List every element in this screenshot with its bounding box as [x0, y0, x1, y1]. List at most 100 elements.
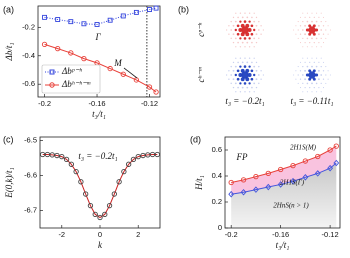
lattice-site: [304, 78, 307, 81]
lattice-site: [235, 91, 237, 93]
lattice-site: [312, 77, 316, 81]
panel-tag: (a): [3, 4, 14, 14]
lattice-site: [302, 37, 304, 40]
lattice-site: [327, 25, 329, 27]
lattice-site: [308, 32, 312, 36]
lattice-site: [329, 74, 331, 76]
lattice-site: [230, 74, 233, 76]
lattice-site: [302, 65, 304, 68]
lattice-site: [295, 70, 297, 72]
marker: [290, 162, 296, 169]
lattice-site: [315, 65, 318, 68]
lattice-site: [322, 16, 325, 18]
lattice-site: [247, 28, 252, 32]
lattice-site: [304, 69, 307, 72]
lattice-site: [322, 70, 325, 72]
marker: [55, 17, 61, 22]
lattice-site: [234, 37, 237, 40]
lattice-site: [245, 32, 250, 37]
lattice-site: [299, 42, 302, 44]
lattice-site: [299, 87, 302, 89]
lattice-site: [297, 21, 299, 23]
lattice-site: [244, 12, 246, 14]
y-tick-label: -6.7: [24, 205, 37, 214]
marker: [228, 179, 234, 186]
marker: [146, 84, 153, 90]
lattice-site: [260, 78, 262, 80]
lattice-site: [232, 24, 235, 27]
lattice-site: [317, 24, 320, 27]
lattice-site: [248, 65, 251, 68]
lattice-site: [244, 91, 246, 93]
lattice-site: [246, 61, 249, 64]
x-tick-label: -0.12: [141, 99, 158, 108]
marker: [78, 179, 84, 185]
annotation: M: [113, 58, 122, 68]
lattice-site: [304, 33, 307, 36]
lattice-site: [295, 25, 297, 27]
lattice-site: [322, 25, 325, 27]
lattice-site: [299, 78, 302, 80]
lattice-site: [325, 66, 327, 68]
lattice-site: [302, 82, 304, 85]
marker: [68, 50, 74, 56]
lattice-site: [308, 71, 316, 79]
marker: [126, 161, 132, 167]
panel-tag: (c): [3, 134, 14, 144]
marker: [92, 211, 98, 218]
lattice-site: [329, 29, 331, 31]
lattice-site: [230, 37, 232, 40]
lattice-site: [318, 87, 320, 89]
lattice-site: [241, 16, 244, 19]
lattice-site: [239, 65, 242, 68]
lattice-site: [239, 20, 242, 23]
lattice-site: [316, 57, 318, 59]
annotation-arrow: [123, 67, 138, 79]
x-tick-label: -0.2: [225, 230, 238, 239]
x-tick-label: 2: [136, 230, 140, 239]
lattice-site: [304, 16, 306, 18]
lattice-site: [241, 61, 244, 64]
panel-tag: (b): [178, 4, 189, 14]
lattice-site: [250, 77, 254, 81]
lattice-site: [228, 70, 230, 72]
lattice-site: [234, 28, 237, 32]
lattice-site: [236, 24, 240, 28]
lattice-site: [260, 25, 262, 27]
lattice-site: [304, 61, 306, 63]
y-tick-label: -6.5: [24, 135, 37, 144]
legend-box: [41, 64, 101, 94]
marker: [42, 14, 48, 20]
y-tick-label: -6.6: [24, 170, 37, 179]
lattice-site: [239, 91, 242, 93]
marker: [97, 214, 103, 221]
lattice-site: [239, 82, 242, 85]
lattice-site: [315, 20, 318, 23]
lattice-site: [297, 74, 299, 76]
lattice-site: [308, 69, 312, 73]
marker: [120, 71, 126, 77]
marker: [135, 153, 141, 160]
lattice-site: [295, 78, 297, 80]
lattice-site: [320, 91, 322, 93]
annotation: 2H1S(Γ): [280, 179, 305, 187]
lattice-site: [257, 74, 260, 76]
lattice-site: [238, 28, 243, 32]
lattice-site: [228, 78, 230, 80]
lattice-site: [255, 69, 258, 72]
lattice-site: [230, 20, 232, 23]
annotation: t₃ = −0.2t₁: [78, 151, 117, 161]
y-tick-label: 0: [218, 223, 222, 232]
lattice-site: [228, 25, 230, 27]
lattice-site: [234, 65, 237, 68]
lattice-site: [244, 46, 246, 48]
lattice-site: [239, 46, 242, 48]
lattice-site: [243, 20, 247, 23]
lattice-site: [299, 16, 302, 18]
lattice-site: [325, 29, 327, 31]
marker: [130, 156, 137, 163]
lattice-site: [253, 37, 256, 40]
marker: [68, 19, 74, 25]
marker: [121, 168, 127, 175]
